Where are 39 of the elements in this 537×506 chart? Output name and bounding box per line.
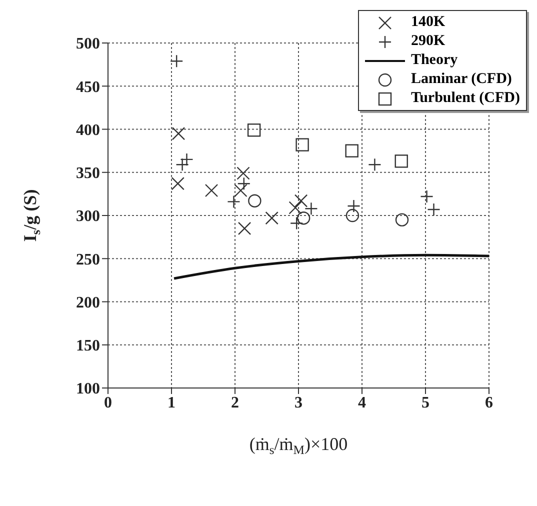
x-tick-label: 5: [422, 394, 430, 412]
point: [265, 211, 278, 225]
legend-label: Turbulent (CFD): [410, 89, 520, 108]
point: [294, 194, 308, 208]
point: [346, 208, 360, 222]
x-tick-label: 1: [168, 394, 176, 412]
point: [248, 194, 262, 208]
y-tick-label: 300: [76, 208, 100, 226]
legend-label: Laminar (CFD): [410, 70, 512, 89]
y-tick-label: 250: [76, 251, 100, 268]
point: [171, 176, 184, 190]
point: [236, 166, 250, 180]
legend-label: 140K: [410, 13, 446, 32]
point: [296, 138, 309, 152]
x-tick-label: 6: [485, 394, 493, 412]
y-tick-label: 350: [76, 165, 100, 182]
point: [247, 124, 261, 137]
y-tick-label: 400: [76, 122, 100, 139]
point: [288, 201, 302, 214]
point: [345, 144, 358, 158]
y-tick-label: 100: [76, 380, 100, 398]
y-tick-label: 450: [76, 78, 100, 96]
y-tick-label: 150: [76, 338, 100, 355]
line-series: [172, 254, 489, 280]
x-axis-title: (ṁ$_{s}$/ṁ$_{M}$)×100: [249, 434, 348, 457]
y-tick-label: 500: [76, 36, 100, 53]
point: [238, 222, 252, 236]
y-tick-label: 200: [76, 294, 100, 312]
point: [204, 184, 218, 198]
point: [296, 211, 310, 225]
x-tick-label: 4: [358, 394, 366, 412]
point: [394, 154, 408, 168]
point: [172, 126, 186, 140]
x-tick-label: 0: [104, 394, 112, 412]
legend-label: 290K: [410, 32, 446, 51]
x-tick-label: 3: [294, 394, 302, 412]
legend-label: Theory: [410, 51, 458, 70]
x-tick-label: 2: [231, 394, 239, 412]
point: [395, 213, 409, 226]
